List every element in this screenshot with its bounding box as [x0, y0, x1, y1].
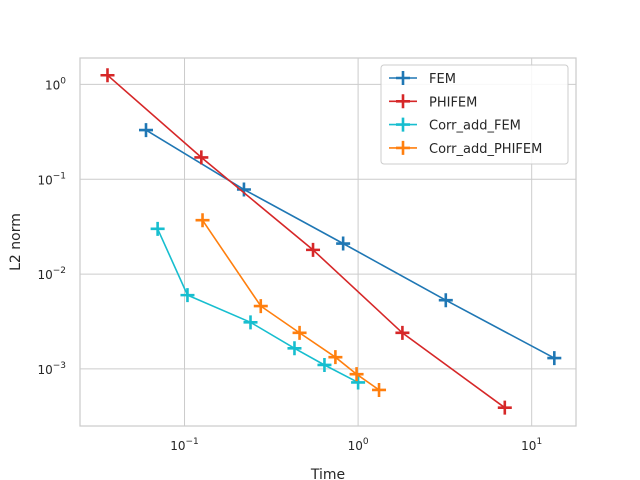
- legend-marker-fem: [396, 71, 410, 85]
- legend-box: [380, 64, 569, 165]
- legend-marker-corr-add-phifem: [396, 140, 410, 155]
- data-point-fem: [438, 293, 453, 308]
- legend-marker-phifem: [396, 94, 410, 109]
- data-point-phifem: [395, 325, 410, 340]
- series-lines: [100, 68, 562, 415]
- data-point-corr-add-phifem: [292, 325, 307, 340]
- legend-label-phifem: PHIFEM: [429, 95, 477, 110]
- x-tick-label: 10−1: [170, 437, 199, 453]
- legend-label-fem: FEM: [429, 72, 456, 87]
- y-tick-label: 10−1: [37, 171, 66, 187]
- data-point-phifem: [194, 150, 209, 165]
- data-point-fem: [139, 123, 153, 138]
- data-point-corr-add-fem: [180, 288, 195, 303]
- data-point-corr-add-phifem: [349, 367, 364, 382]
- data-point-fem: [336, 236, 351, 251]
- data-point-corr-add-phifem: [195, 213, 210, 228]
- series-line-corr-add-phifem: [201, 219, 380, 391]
- legend-label-corr-add-fem: Corr_add_FEM: [429, 119, 521, 134]
- y-tick-label: 10−3: [37, 361, 66, 377]
- y-axis-label: L2 norm: [8, 213, 24, 271]
- data-point-fem: [547, 351, 562, 366]
- y-tick-label: 100: [45, 76, 66, 92]
- y-tick-label: 10−2: [37, 266, 66, 282]
- data-point-corr-add-phifem: [328, 350, 343, 365]
- x-tick-label: 101: [521, 437, 542, 453]
- data-point-phifem: [100, 68, 115, 83]
- data-point-corr-add-fem: [243, 315, 258, 330]
- legend: FEM PHIFEM Corr_add_FEM Corr_add_PHIFEM: [380, 64, 569, 165]
- x-tick-label: 100: [348, 437, 369, 453]
- legend-marker-corr-add-fem: [396, 117, 410, 132]
- grid: [80, 58, 576, 426]
- data-point-corr-add-fem: [150, 221, 165, 236]
- data-point-corr-add-phifem: [253, 299, 268, 314]
- tick-labels: 10−1 100 101 10−3 10−2 10−1 100: [37, 76, 542, 453]
- data-point-corr-add-phifem: [372, 382, 387, 397]
- legend-label-corr-add-phifem: Corr_add_PHIFEM: [429, 142, 542, 157]
- data-point-corr-add-fem: [317, 357, 332, 372]
- data-point-corr-add-fem: [351, 375, 366, 390]
- x-axis-label: Time: [310, 467, 345, 480]
- data-point-corr-add-fem: [287, 341, 302, 356]
- data-point-phifem: [306, 242, 321, 257]
- data-point-phifem: [497, 400, 512, 415]
- series-line-corr-add-fem: [156, 228, 359, 384]
